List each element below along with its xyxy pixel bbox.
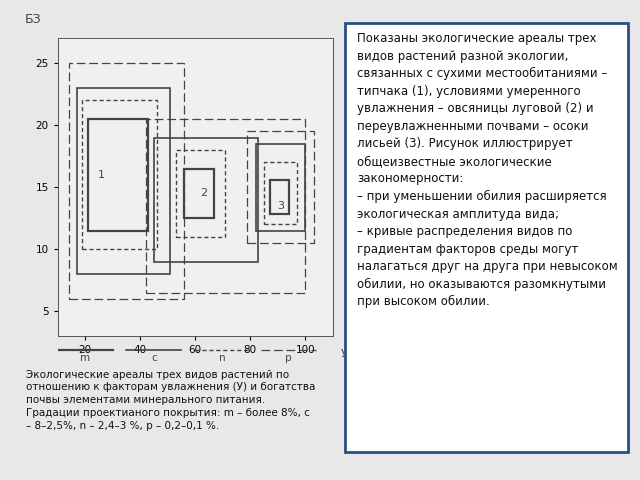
- Bar: [68, 63, 184, 299]
- FancyBboxPatch shape: [345, 24, 628, 452]
- Bar: [264, 162, 297, 225]
- Bar: [269, 180, 289, 215]
- Text: 3: 3: [277, 201, 284, 211]
- Text: 2: 2: [200, 188, 207, 198]
- Text: У: У: [341, 349, 348, 359]
- Text: c: c: [151, 353, 157, 363]
- Bar: [256, 144, 305, 230]
- Text: 1: 1: [98, 170, 105, 180]
- Bar: [248, 132, 314, 243]
- Bar: [176, 150, 225, 237]
- Text: Экологические ареалы трех видов растений по
отношению к факторам увлажнения (У) : Экологические ареалы трех видов растений…: [26, 370, 315, 431]
- Text: БЗ: БЗ: [24, 13, 41, 26]
- Bar: [77, 88, 170, 274]
- Text: m: m: [80, 353, 90, 363]
- Bar: [88, 119, 148, 230]
- Bar: [184, 168, 214, 218]
- Text: n: n: [220, 353, 226, 363]
- Bar: [154, 138, 259, 262]
- Bar: [83, 100, 157, 249]
- Text: p: p: [285, 353, 292, 363]
- Bar: [146, 119, 305, 293]
- Text: Показаны экологические ареалы трех
видов растений разной экологии,
связанных с с: Показаны экологические ареалы трех видов…: [357, 32, 618, 308]
